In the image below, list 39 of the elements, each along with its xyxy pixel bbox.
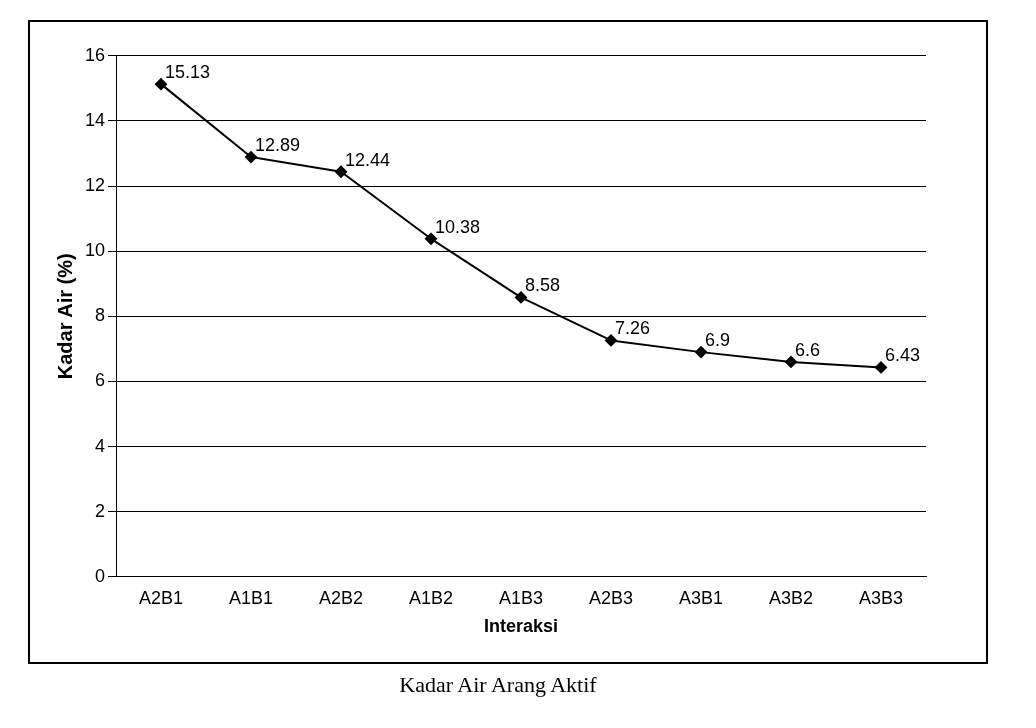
x-tick-label: A2B2 (318, 587, 364, 608)
point (605, 334, 618, 347)
x-tick-label: A3B2 (768, 587, 814, 608)
x-tick-label: A1B1 (228, 587, 274, 608)
x-tick-label: A2B3 (588, 587, 634, 608)
data-label: 10.38 (435, 216, 481, 237)
x-tick-label: A2B1 (139, 587, 184, 608)
x-tick-label: A1B2 (408, 587, 454, 608)
y-tick-label: 10 (84, 240, 106, 261)
data-label: 12.44 (345, 149, 391, 170)
x-axis-title: Interaksi (483, 616, 559, 637)
data-label: 6.43 (885, 345, 921, 366)
data-label: 7.26 (615, 318, 651, 339)
point (155, 78, 168, 91)
point (875, 361, 887, 374)
y-tick-label: 2 (95, 500, 106, 521)
y-axis-title: Kadar Air (%) (53, 253, 76, 380)
y-tick-label: 8 (95, 305, 106, 326)
x-tick-label: A3B3 (858, 587, 904, 608)
y-tick-label: 16 (84, 44, 106, 65)
point (695, 346, 708, 359)
text: Kadar Air Arang Aktif (398, 672, 598, 698)
y-tick-label: 0 (95, 565, 106, 586)
y-tick-label: 14 (84, 109, 106, 130)
data-label: 12.89 (255, 135, 301, 156)
point (515, 291, 528, 304)
point (785, 355, 797, 368)
y-tick-label: 4 (95, 435, 106, 456)
data-label: 6.6 (795, 339, 821, 360)
y-tick-label: 6 (95, 370, 106, 391)
point (335, 165, 348, 178)
data-label: 8.58 (525, 275, 561, 296)
data-label: 15.13 (165, 62, 211, 83)
point (245, 151, 258, 164)
x-tick-label: A3B1 (678, 587, 724, 608)
point (425, 232, 438, 245)
data-label: 6.9 (705, 330, 731, 351)
x-tick-label: A1B3 (498, 587, 544, 608)
y-tick-label: 12 (84, 175, 106, 196)
